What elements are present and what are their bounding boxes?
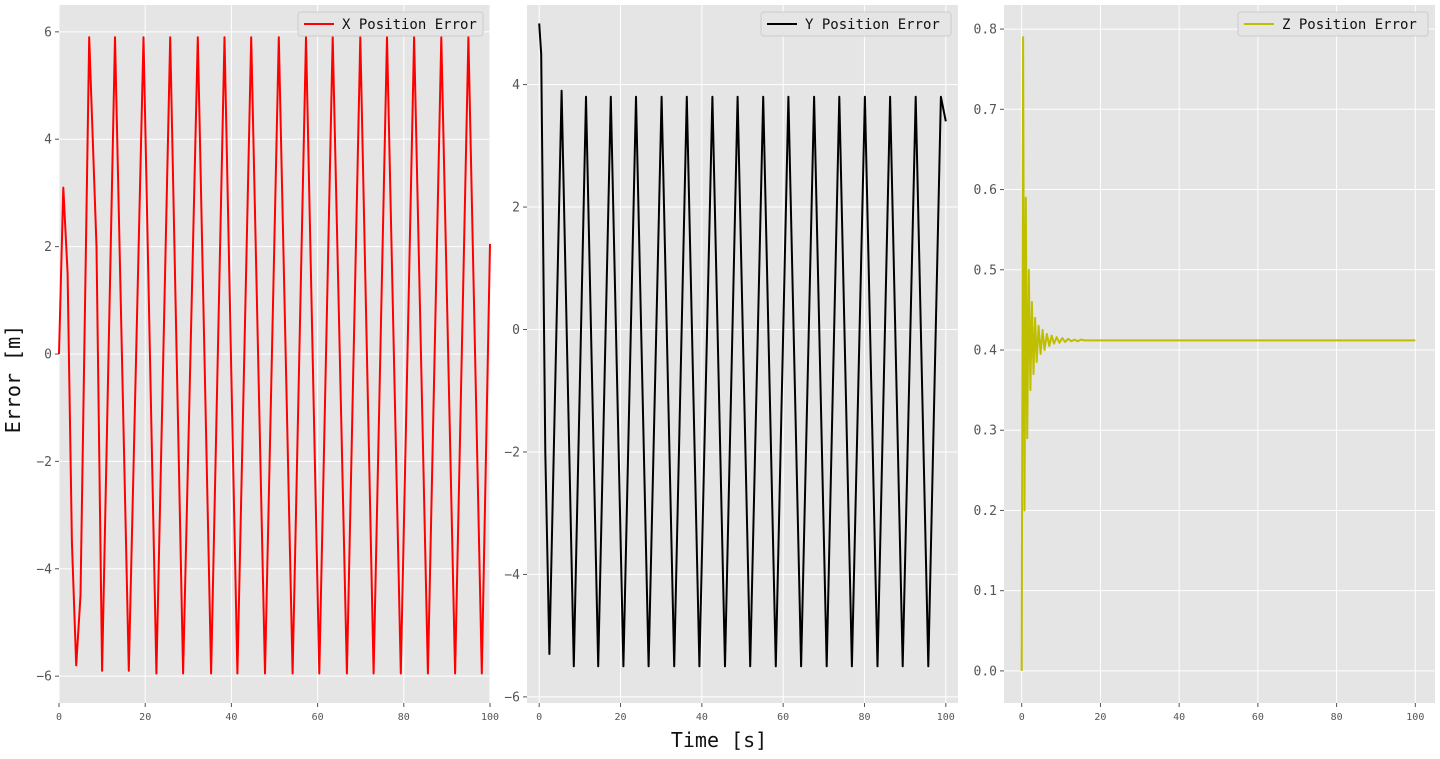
panel-y-error: 0 20 40 60 80 100 −6 −4 −2 0 2 4 Y Position Error	[504, 5, 958, 723]
y-tick-label: 6	[44, 25, 52, 40]
x-tick-label: 80	[398, 712, 410, 723]
x-tick-label: 60	[1252, 712, 1264, 723]
y-tick-label: 0.2	[974, 504, 997, 519]
y-tick-label: −2	[504, 445, 520, 460]
panel-z-error: 0 20 40 60 80 100 0.0 0.1 0.2 0.3 0.4 0.5 0.6 0.7 0.8 Z…	[974, 5, 1435, 723]
legend: X Position Error	[297, 11, 484, 37]
y-tick-label: −4	[36, 562, 52, 577]
y-tick-label: −6	[504, 690, 520, 705]
x-tick-label: 80	[1331, 712, 1343, 723]
x-tick-label: 0	[56, 712, 62, 723]
y-tick-label: 2	[44, 240, 52, 255]
x-tick-label: 20	[139, 712, 151, 723]
y-tick-label: 0.0	[974, 664, 997, 679]
x-tick-label: 80	[858, 712, 870, 723]
legend: Z Position Error	[1237, 11, 1429, 37]
x-tick-label: 40	[1173, 712, 1185, 723]
legend-box	[1237, 11, 1429, 37]
y-tick-label: 4	[512, 78, 520, 93]
legend: Y Position Error	[760, 11, 952, 37]
legend-label: X Position Error	[342, 17, 477, 33]
x-tick-label: 0	[536, 712, 542, 723]
y-tick-label: 2	[512, 201, 520, 216]
y-tick-label: −2	[36, 455, 52, 470]
legend-label: Y Position Error	[805, 17, 940, 33]
series-line-z-error	[1020, 36, 1416, 671]
panel-x-error: 0 20 40 60 80 100 −6 −4 −2 0 2 4 6 X Position Error	[36, 5, 499, 723]
y-tick-label: 4	[44, 133, 52, 148]
x-tick-label: 60	[312, 712, 324, 723]
y-tick-label: 0	[512, 323, 520, 338]
x-tick-label: 0	[1019, 712, 1025, 723]
y-axis-label: Error [m]	[1, 325, 25, 433]
legend-label: Z Position Error	[1282, 17, 1417, 33]
y-tick-label: 0.3	[974, 424, 997, 439]
y-tick-label: 0.4	[974, 343, 998, 358]
legend-box	[760, 11, 952, 37]
y-tick-label: 0.1	[974, 584, 997, 599]
y-tick-label: 0.6	[974, 183, 997, 198]
x-tick-label: 40	[225, 712, 237, 723]
series-line-x-error	[58, 36, 491, 675]
x-tick-label: 60	[777, 712, 789, 723]
y-tick-label: −4	[504, 568, 520, 583]
y-tick-label: −6	[36, 670, 52, 685]
x-tick-label: 100	[937, 712, 955, 723]
y-tick-label: 0.5	[974, 263, 997, 278]
legend-box	[297, 11, 484, 37]
y-tick-label: 0.8	[974, 23, 997, 38]
y-tick-label: 0	[44, 348, 52, 363]
x-axis-label: Time [s]	[671, 728, 767, 752]
x-tick-label: 20	[1094, 712, 1106, 723]
y-tick-label: 0.7	[974, 103, 997, 118]
x-tick-label: 40	[696, 712, 708, 723]
x-tick-label: 100	[481, 712, 499, 723]
x-tick-label: 100	[1406, 712, 1424, 723]
plot-background	[1004, 5, 1435, 703]
x-tick-label: 20	[614, 712, 626, 723]
series-line-y-error	[538, 23, 947, 668]
